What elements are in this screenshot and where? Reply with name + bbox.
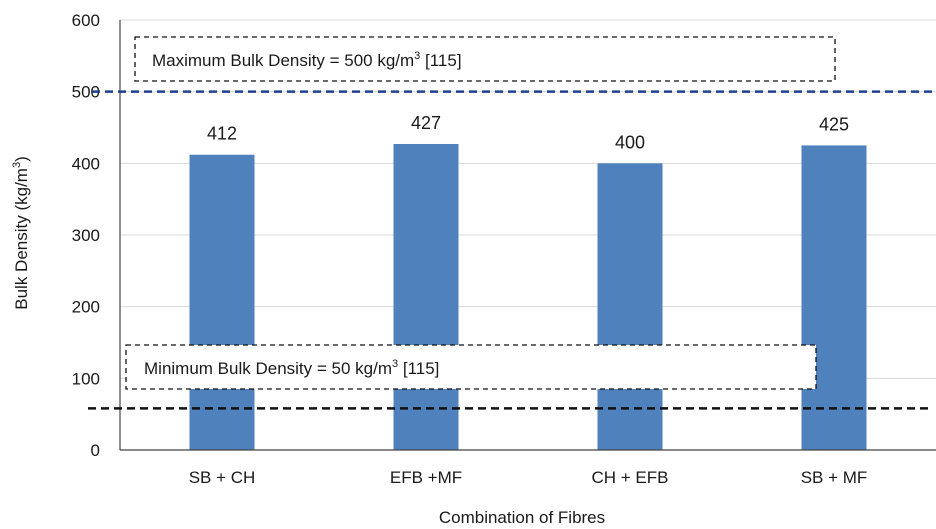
data-labels: 412 427 400 425	[207, 113, 849, 152]
y-axis-ticks: 0 100 200 300 400 500 600	[72, 11, 100, 460]
y-tick-label: 400	[72, 154, 100, 173]
y-axis-title: Bulk Density (kg/m3)	[11, 156, 31, 310]
x-tick-label: CH + EFB	[592, 468, 669, 487]
min-annotation-label: Minimum Bulk Density = 50 kg/m	[144, 359, 392, 378]
data-label: 400	[615, 132, 645, 152]
x-tick-label: SB + MF	[801, 468, 868, 487]
y-axis-title-main: Bulk Density (kg/m	[12, 168, 31, 310]
data-label: 427	[411, 113, 441, 133]
min-annotation-sup: 3	[392, 358, 398, 370]
min-annotation-ref: [115]	[398, 359, 439, 378]
min-annotation-text: Minimum Bulk Density = 50 kg/m3 [115]	[144, 358, 439, 378]
min-annotation-box	[125, 344, 817, 390]
max-annotation-label: Maximum Bulk Density = 500 kg/m	[152, 51, 414, 70]
y-axis-title-sup: 3	[11, 162, 23, 168]
bar	[393, 143, 459, 450]
y-tick-label: 100	[72, 369, 100, 388]
data-label: 425	[819, 114, 849, 134]
y-tick-label: 300	[72, 226, 100, 245]
y-tick-label: 0	[91, 441, 100, 460]
max-annotation-text: Maximum Bulk Density = 500 kg/m3 [115]	[152, 50, 462, 70]
max-annotation-sup: 3	[414, 50, 420, 62]
bar	[801, 145, 867, 450]
x-tick-label: EFB +MF	[390, 468, 462, 487]
y-tick-label: 500	[72, 83, 100, 102]
bars	[189, 143, 867, 451]
max-annotation-box	[134, 36, 836, 82]
max-annotation-ref: [115]	[420, 51, 461, 70]
bar	[597, 163, 663, 451]
x-axis-ticks: SB + CH EFB +MF CH + EFB SB + MF	[189, 468, 868, 487]
x-axis-title: Combination of Fibres	[439, 508, 605, 527]
y-axis-title-end: )	[12, 156, 31, 162]
data-label: 412	[207, 124, 237, 144]
y-tick-label: 600	[72, 11, 100, 30]
bar	[189, 154, 255, 450]
y-tick-label: 200	[72, 298, 100, 317]
x-tick-label: SB + CH	[189, 468, 256, 487]
